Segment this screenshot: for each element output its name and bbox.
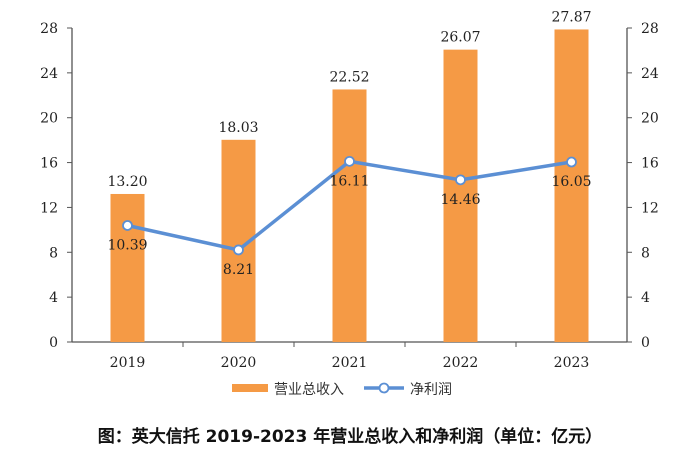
legend-marker-line	[378, 382, 390, 394]
bar	[110, 193, 145, 342]
x-tick-label: 2021	[332, 355, 368, 371]
line-point	[566, 156, 577, 168]
legend-label-line: 净利润	[410, 382, 452, 398]
legend-swatch-bar	[232, 384, 268, 392]
bar-label: 27.87	[551, 9, 591, 25]
bar	[332, 89, 367, 342]
y-tick-label-right: 20	[641, 111, 659, 127]
x-tick-label: 2020	[221, 355, 257, 371]
bar	[554, 29, 589, 343]
y-tick-label-left: 12	[40, 200, 58, 216]
line-label: 16.05	[551, 174, 591, 190]
y-tick-label-left: 4	[49, 290, 58, 306]
y-tick-label-right: 28	[641, 21, 659, 37]
line-label: 10.39	[107, 237, 147, 253]
x-tick-label: 2023	[554, 355, 590, 371]
bar-label: 18.03	[218, 120, 258, 136]
y-tick-label-right: 8	[641, 245, 650, 261]
line-point	[455, 174, 466, 186]
x-tick-label: 2019	[110, 355, 146, 371]
y-tick-label-right: 24	[641, 66, 659, 82]
chart-caption: 图：英大信托 2019-2023 年营业总收入和净利润（单位：亿元）	[97, 427, 603, 447]
line-point	[344, 155, 355, 167]
y-tick-label-right: 0	[641, 335, 650, 351]
y-tick-label-right: 12	[641, 200, 659, 216]
bar-label: 26.07	[440, 30, 480, 46]
y-tick-label-right: 16	[641, 156, 659, 172]
bar-label: 22.52	[329, 69, 369, 85]
x-tick-label: 2022	[443, 355, 479, 371]
line-label: 14.46	[440, 192, 480, 208]
y-tick-label-left: 28	[40, 21, 58, 37]
y-tick-label-left: 20	[40, 111, 58, 127]
y-tick-label-left: 24	[40, 66, 58, 82]
line-label: 16.11	[329, 173, 369, 189]
line-point	[122, 220, 133, 231]
line-label: 8.21	[223, 262, 254, 278]
line-point	[233, 244, 244, 256]
bar-label: 13.20	[107, 174, 147, 190]
bar	[443, 49, 478, 343]
y-tick-label-left: 0	[49, 335, 58, 351]
y-tick-label-right: 4	[641, 290, 650, 306]
y-tick-label-left: 8	[49, 245, 58, 261]
legend-label-bar: 营业总收入	[274, 382, 344, 398]
y-tick-label-left: 16	[40, 156, 58, 172]
